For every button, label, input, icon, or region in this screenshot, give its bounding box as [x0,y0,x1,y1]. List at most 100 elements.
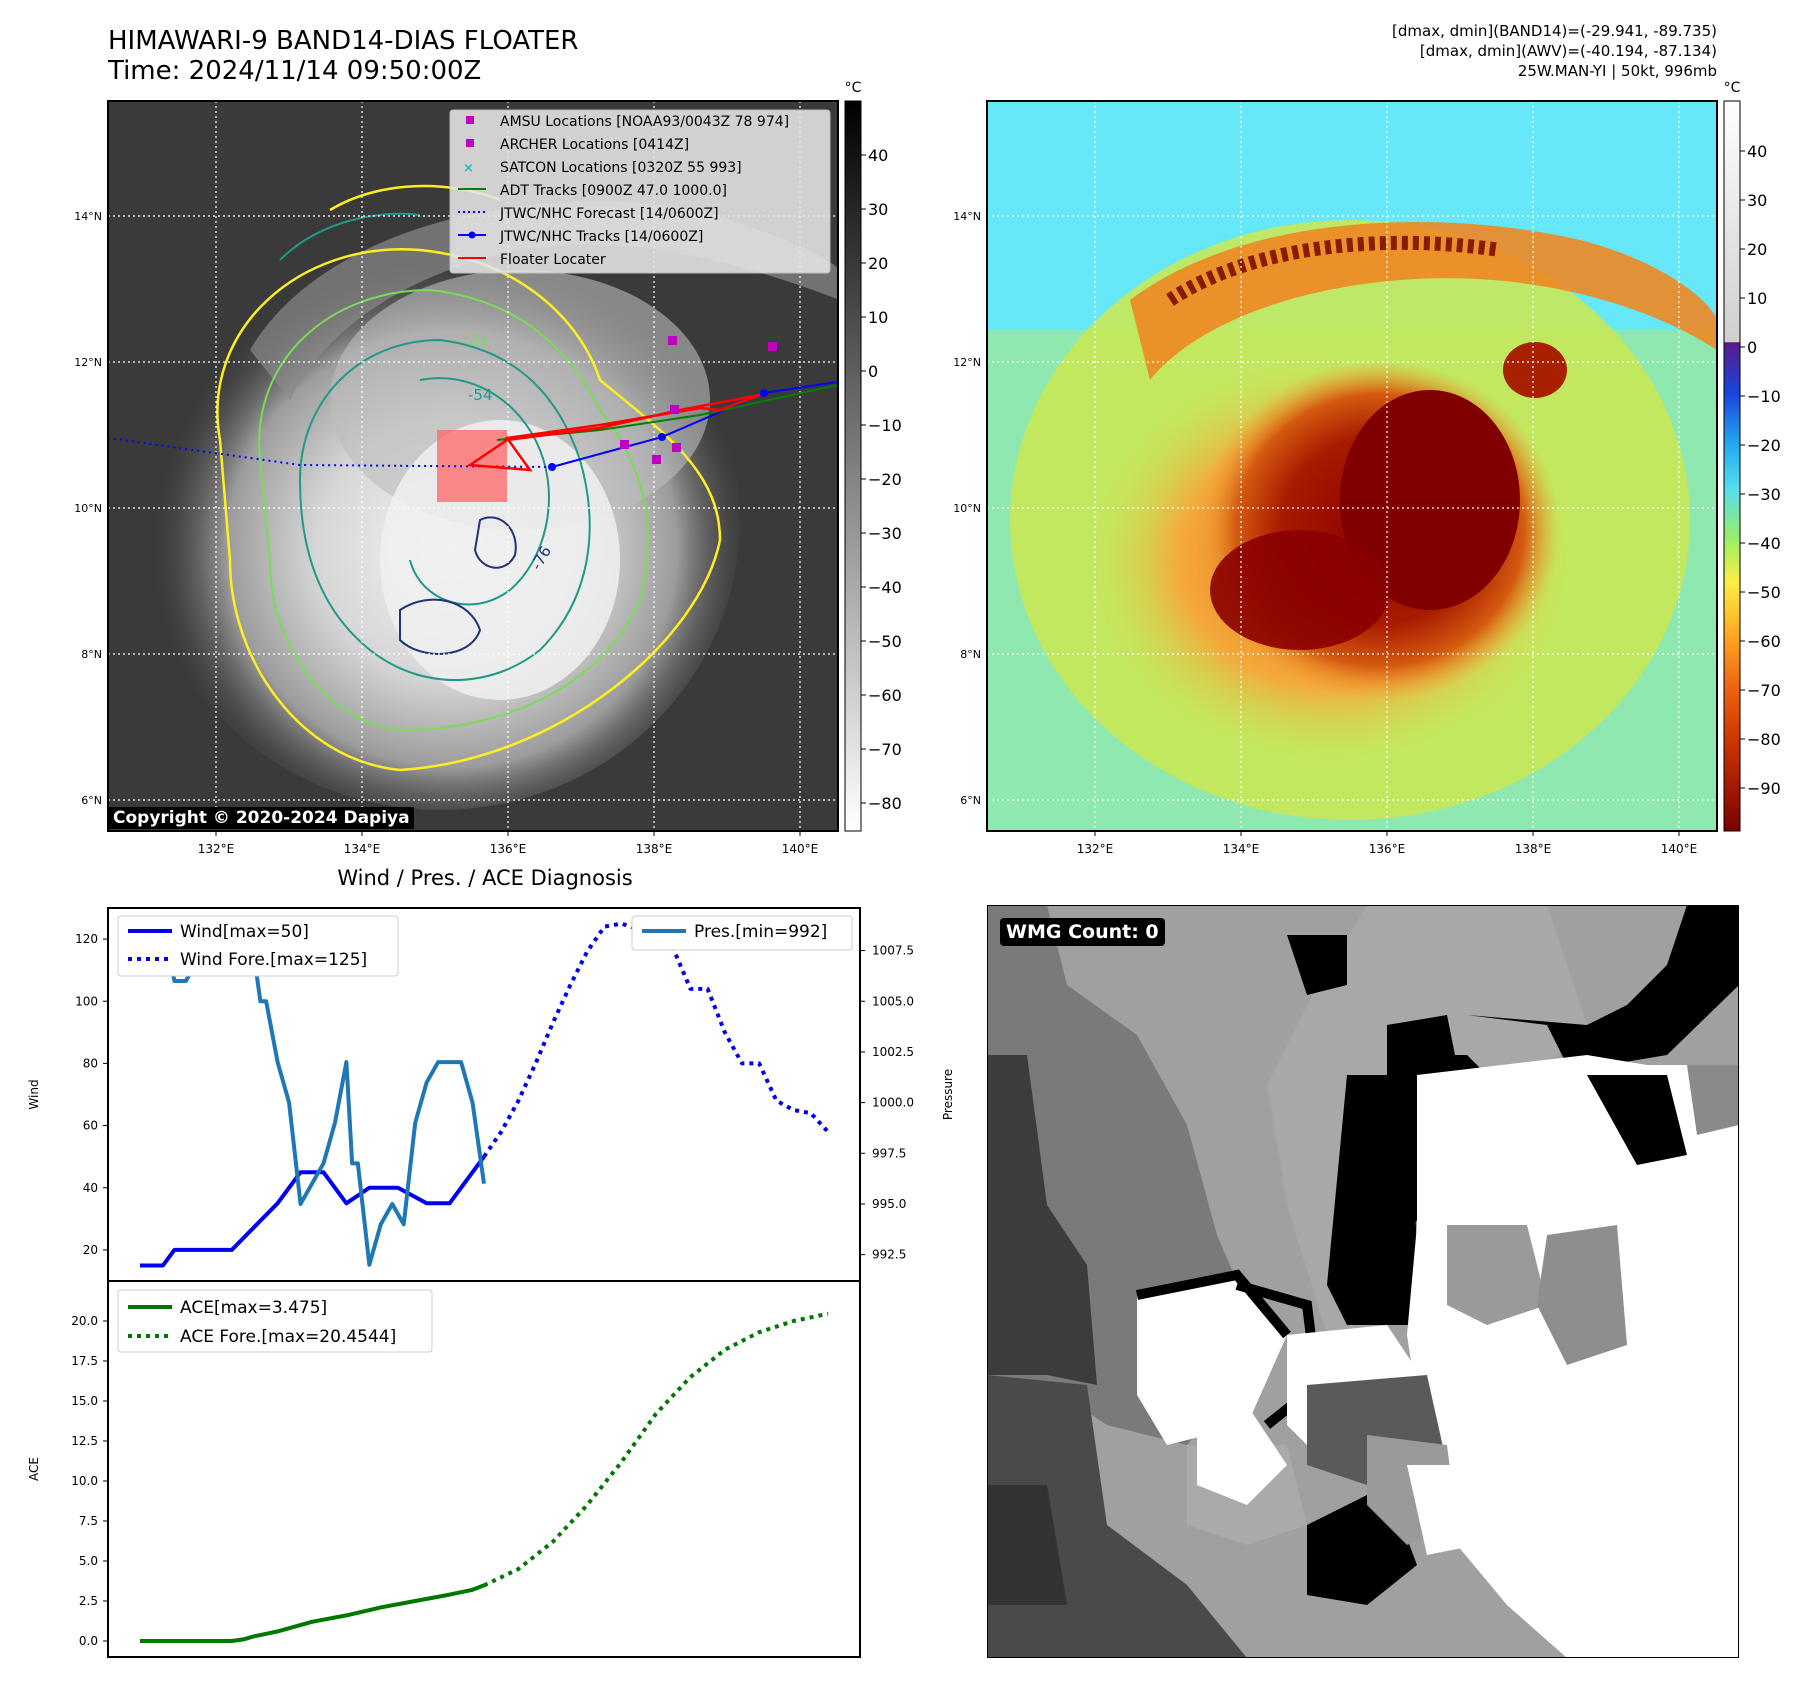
y-tick-label: 120 [75,932,98,946]
cbar1-tick-label: 10 [868,308,888,327]
ir-colorbar [844,100,862,832]
legend-wind: Wind[max=50] [180,922,309,942]
y2-tick-label: 1002.5 [872,1045,914,1059]
cbar2-tick-label: 20 [1747,240,1767,259]
ace-chart: 0.0 2.5 5.0 7.5 10.0 12.5 15.0 17.5 20.0 ACE ACE[m… [27,1280,861,1658]
y-tick-label: 40 [83,1181,98,1195]
floater-track [466,393,761,472]
awv-cbar-unit: °C [1724,80,1741,96]
ace-legend-box [117,1289,433,1353]
cbar1-tick-label: 20 [868,254,888,273]
cbar1-tick-label: 0 [868,362,878,381]
legend-jtwc-forecast: JTWC/NHC Forecast [14/0600Z] [499,206,719,222]
lon-label: 132°E [1077,842,1114,856]
figure-title: HIMAWARI-9 BAND14-DIAS FLOATER [108,26,579,56]
chart-frame [107,1280,861,1658]
lat-label: 14°N [74,210,102,223]
y-tick-label: 20 [83,1243,98,1257]
lat-label: 6°N [81,794,102,807]
y-tick-label: 12.5 [71,1434,98,1448]
series-line-0 [140,1155,486,1268]
lat-label: 12°N [953,356,981,369]
lat-label: 6°N [960,794,981,807]
cbar1-tick-label: 30 [868,200,888,219]
lat-label: 12°N [74,356,102,369]
ir-cbar-unit: °C [845,80,862,96]
copyright-label: Copyright © 2020-2024 Dapiya [109,807,414,829]
figure-time: Time: 2024/11/14 09:50:00Z [108,56,482,86]
storm-info: 25W.MAN-YI | 50kt, 996mb [1517,62,1717,80]
cbar2-tick-label: 10 [1747,289,1767,308]
pres-legend-box [631,915,853,951]
cbar1-tick-label: −50 [868,632,902,651]
y-tick-label: 60 [83,1119,98,1133]
svg-text:-31: -31 [465,331,490,349]
cbar1-tick-label: −70 [868,740,902,759]
awv-range: [dmax, dmin](AWV)=(-40.194, -87.134) [1419,42,1717,60]
y-tick-label: 80 [83,1056,98,1070]
map-axis-labels: 14°N 12°N 10°N 8°N 6°N 132°E 134°E 136°E 138°E 14… [74,210,1697,856]
cbar1-tick-label: −10 [868,416,902,435]
legend-floater: Floater Locater [500,252,606,268]
jtwc-forecast-track [108,437,553,468]
lon-label: 140°E [782,842,819,856]
cbar1-tick-label: 40 [868,146,888,165]
diagnosis-title: Wind / Pres. / ACE Diagnosis [337,866,632,890]
cbar2-tick-label: −20 [1747,436,1781,455]
legend-adt: ADT Tracks [0900Z 47.0 1000.0] [500,183,727,199]
lon-label: 140°E [1661,842,1698,856]
y-tick-label: 20.0 [71,1314,98,1328]
wind-legend-box [117,915,399,977]
y-tick-label: 5.0 [79,1554,98,1568]
cbar2-tick-label: −80 [1747,730,1781,749]
y-tick-label: 100 [75,994,98,1008]
series-line-1 [483,1311,829,1588]
map-panels: -31 -54 -76 [74,80,1781,890]
series-line-0 [140,1583,485,1643]
cbar2-tick-label: 30 [1747,191,1767,210]
legend-ace: ACE[max=3.475] [180,1298,327,1318]
cbar2-tick-label: −10 [1747,387,1781,406]
y-tick-label: 2.5 [79,1594,98,1608]
map-legend: × AMSU Locations [NOAA93/0043Z 78 974] A… [449,109,831,274]
y-tick-label: 15.0 [71,1394,98,1408]
y-axis-label: Wind [27,1079,41,1109]
legend-amsu: AMSU Locations [NOAA93/0043Z 78 974] [500,114,789,130]
y-tick-label: 17.5 [71,1354,98,1368]
cbar2-tick-label: −40 [1747,534,1781,553]
cbar1-tick-label: −40 [868,578,902,597]
svg-text:-54: -54 [468,386,493,404]
y-axis-label: ACE [27,1457,41,1481]
cbar2-tick-label: −90 [1747,779,1781,798]
y2-tick-label: 1005.0 [872,994,914,1008]
lat-label: 10°N [74,502,102,515]
jtwc-track [551,381,838,468]
legend-jtwc-tracks: JTWC/NHC Tracks [14/0600Z] [499,229,703,245]
legend-ace-fore: ACE Fore.[max=20.4544] [180,1327,396,1347]
cbar2-tick-label: 40 [1747,142,1767,161]
legend-wind-fore: Wind Fore.[max=125] [180,950,367,970]
svg-text:×: × [463,161,474,176]
awv-colorbar [1723,100,1741,832]
cbar2-tick-label: −70 [1747,681,1781,700]
legend-satcon: SATCON Locations [0320Z 55 993] [500,160,742,176]
amsu-markers [620,336,777,464]
lat-label: 14°N [953,210,981,223]
wmg-count-badge: WMG Count: 0 [1000,918,1165,946]
lon-label: 134°E [1223,842,1260,856]
y2-tick-label: 1000.0 [872,1096,914,1110]
y2-axis-label: Pressure [941,1069,955,1120]
lon-label: 138°E [636,842,673,856]
lon-label: 134°E [344,842,381,856]
lon-label: 138°E [1515,842,1552,856]
ir-cbar-ticks: 40 30 20 10 0 −10 −20 −30 −40 −50 −60 −70 −80 [861,146,902,813]
y-tick-label: 0.0 [79,1634,98,1648]
awv-cbar-ticks: 40 30 20 10 0 −10 −20 −30 −40 −50 −60 −70 −80 −90 [1740,142,1781,798]
legend-archer: ARCHER Locations [0414Z] [500,137,689,153]
cbar2-tick-label: −60 [1747,632,1781,651]
cbar1-tick-label: −30 [868,524,902,543]
diagnosis-charts: 20 40 60 80 100 120 Wind 992.5 995.0 997.5 1000.0 1… [27,907,955,1658]
cbar1-tick-label: −20 [868,470,902,489]
cbar2-tick-label: −50 [1747,583,1781,602]
wmg-panel [987,905,1739,1658]
